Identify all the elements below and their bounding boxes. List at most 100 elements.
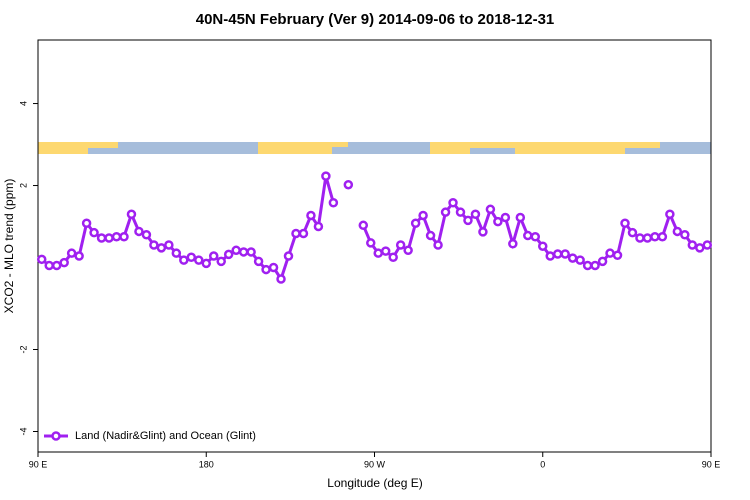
point bbox=[665, 209, 675, 219]
point bbox=[306, 210, 316, 221]
point bbox=[298, 228, 309, 239]
point bbox=[208, 251, 219, 261]
point bbox=[425, 230, 436, 241]
point bbox=[358, 220, 369, 231]
x-tick-label: 90 E bbox=[29, 459, 48, 469]
point bbox=[403, 245, 413, 256]
point bbox=[523, 230, 533, 241]
point bbox=[433, 240, 443, 250]
point bbox=[216, 256, 226, 267]
point bbox=[223, 249, 234, 260]
point bbox=[59, 257, 69, 268]
point bbox=[201, 258, 211, 269]
point bbox=[470, 209, 481, 219]
point bbox=[81, 218, 92, 228]
point bbox=[545, 251, 555, 261]
point bbox=[657, 232, 668, 242]
y-tick-label: 2 bbox=[18, 183, 28, 188]
point bbox=[186, 252, 197, 263]
point bbox=[642, 233, 653, 243]
point bbox=[194, 255, 204, 265]
point bbox=[126, 209, 137, 219]
point bbox=[246, 247, 256, 257]
point bbox=[455, 207, 466, 217]
point bbox=[171, 248, 182, 258]
point bbox=[463, 215, 473, 226]
point bbox=[478, 227, 488, 237]
point bbox=[612, 250, 623, 260]
point bbox=[552, 249, 563, 259]
point bbox=[291, 228, 301, 239]
point bbox=[687, 240, 698, 250]
point bbox=[268, 262, 279, 273]
point bbox=[635, 233, 645, 243]
x-tick-label: 0 bbox=[540, 459, 545, 469]
point bbox=[493, 216, 503, 227]
x-axis-label: Longitude (deg E) bbox=[327, 476, 422, 490]
chart-title: 40N-45N February (Ver 9) 2014-09-06 to 2… bbox=[196, 11, 555, 28]
point bbox=[605, 248, 615, 258]
y-tick-label: 4 bbox=[18, 101, 28, 106]
point bbox=[418, 210, 428, 221]
point bbox=[111, 232, 122, 242]
point bbox=[500, 212, 511, 223]
point bbox=[380, 246, 391, 256]
point bbox=[672, 226, 683, 237]
point bbox=[283, 251, 294, 261]
x-tick-label: 90 E bbox=[702, 459, 721, 469]
point bbox=[680, 229, 690, 240]
point bbox=[261, 264, 271, 275]
point bbox=[36, 254, 47, 265]
point bbox=[164, 240, 174, 250]
y-tick-label: -4 bbox=[18, 427, 28, 435]
point bbox=[119, 232, 129, 242]
point bbox=[238, 247, 249, 257]
point bbox=[231, 245, 241, 256]
point bbox=[388, 252, 398, 263]
x-tick-label: 90 W bbox=[364, 459, 386, 469]
y-axis-label: XCO2 - MLO trend (ppm) bbox=[2, 179, 16, 314]
x-tick-label: 180 bbox=[199, 459, 214, 469]
point bbox=[321, 171, 331, 181]
point bbox=[410, 218, 421, 228]
point bbox=[276, 274, 286, 284]
point bbox=[343, 179, 354, 190]
point bbox=[650, 232, 660, 242]
point bbox=[590, 260, 600, 271]
point bbox=[538, 241, 548, 251]
point bbox=[575, 255, 585, 265]
point bbox=[627, 227, 638, 238]
point bbox=[66, 248, 77, 258]
point bbox=[440, 207, 451, 217]
point bbox=[51, 260, 62, 271]
point bbox=[597, 256, 608, 267]
y-tick-label: -2 bbox=[18, 346, 28, 354]
point bbox=[508, 238, 518, 249]
point bbox=[567, 253, 578, 263]
point bbox=[179, 255, 189, 265]
point bbox=[96, 233, 107, 243]
point bbox=[515, 212, 526, 223]
point bbox=[74, 251, 84, 261]
point bbox=[44, 260, 54, 271]
point bbox=[141, 229, 152, 240]
legend-marker bbox=[51, 431, 61, 441]
point bbox=[582, 260, 593, 271]
point bbox=[695, 243, 705, 253]
point bbox=[156, 243, 167, 253]
point bbox=[620, 218, 630, 228]
point bbox=[366, 238, 376, 248]
point bbox=[530, 232, 541, 242]
point bbox=[89, 227, 99, 238]
point bbox=[448, 198, 458, 208]
point bbox=[253, 256, 264, 267]
point bbox=[104, 233, 114, 243]
point bbox=[560, 249, 570, 259]
point bbox=[149, 240, 159, 250]
point bbox=[395, 240, 406, 250]
point bbox=[134, 226, 144, 237]
legend-label: Land (Nadir&Glint) and Ocean (Glint) bbox=[75, 430, 256, 442]
point bbox=[485, 204, 496, 215]
point bbox=[313, 221, 324, 232]
